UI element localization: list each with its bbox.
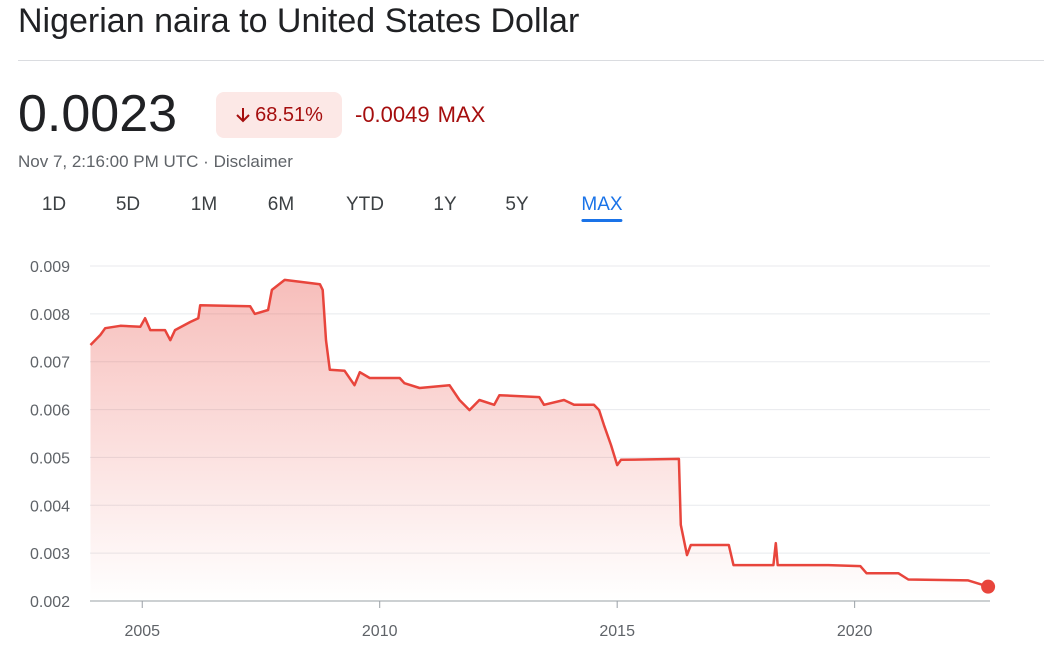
change-percent: 68.51% <box>255 103 323 126</box>
line <box>89 278 989 588</box>
x-tick-label: 2010 <box>362 623 398 640</box>
timestamp[interactable]: Nov 7, 2:16:00 PM UTC · Disclaimer <box>18 152 293 171</box>
chart: 0.002 0.003 0.004 0.005 0.006 0.007 0.008 0.009… <box>30 259 996 640</box>
range-tab[interactable]: 5Y <box>505 194 529 215</box>
price: 0.0023 <box>18 85 178 143</box>
x-tick-label: 2015 <box>599 623 635 640</box>
change-value: -0.0049 <box>355 102 430 127</box>
range-tab[interactable]: 1Y <box>433 194 457 215</box>
x-tick-label: 2005 <box>124 623 160 640</box>
y-tick-label: 0.002 <box>30 594 70 611</box>
range-tab[interactable]: 5D <box>115 194 141 215</box>
y-tick-label: 0.009 <box>30 259 70 276</box>
range-tab[interactable]: 6M <box>267 194 295 215</box>
down-arrow <box>236 108 250 123</box>
title: Nigerian naira to United States Dollar <box>18 2 580 40</box>
period: MAX <box>437 102 486 127</box>
y-tick-label: 0.007 <box>30 355 70 372</box>
y-tick-label: 0.008 <box>30 307 70 324</box>
range-tab[interactable]: MAX <box>581 194 623 222</box>
range-tab[interactable]: 1D <box>41 194 67 215</box>
range-tab[interactable]: 1M <box>190 194 218 215</box>
y-tick-label: 0.006 <box>30 403 70 420</box>
range-tab[interactable]: YTD <box>346 194 384 215</box>
change: -0.0049 MAX <box>355 102 485 128</box>
y-tick-label: 0.004 <box>30 498 70 515</box>
y-tick-label: 0.005 <box>30 450 70 467</box>
y-tick-label: 0.003 <box>30 546 70 563</box>
area <box>90 279 989 601</box>
x-tick-label: 2020 <box>837 623 873 640</box>
change-badge: 68.51% <box>216 92 342 138</box>
end-dot <box>981 579 996 594</box>
divider <box>18 60 1044 61</box>
